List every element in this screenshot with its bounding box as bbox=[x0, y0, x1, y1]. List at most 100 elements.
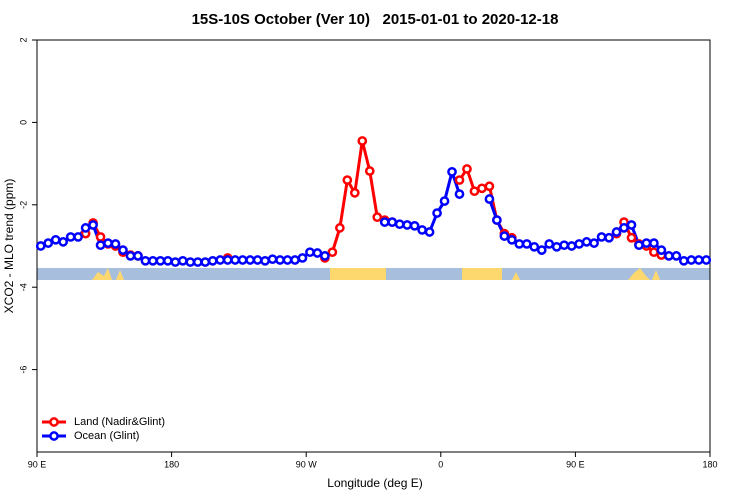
point bbox=[619, 223, 629, 233]
point bbox=[65, 232, 76, 242]
point bbox=[506, 234, 517, 245]
point bbox=[349, 188, 360, 198]
point bbox=[432, 208, 442, 218]
point bbox=[320, 251, 330, 261]
point bbox=[95, 232, 106, 242]
point bbox=[514, 239, 525, 249]
point bbox=[641, 238, 652, 248]
point bbox=[185, 257, 196, 267]
plot-frame bbox=[36, 39, 711, 453]
point bbox=[282, 255, 293, 265]
point bbox=[566, 241, 577, 251]
point bbox=[447, 166, 457, 177]
point bbox=[634, 240, 644, 251]
point bbox=[589, 238, 599, 248]
x-tick-label: 90 E bbox=[28, 459, 47, 469]
point bbox=[664, 251, 674, 261]
point bbox=[417, 225, 427, 235]
point bbox=[237, 255, 248, 265]
point bbox=[394, 219, 405, 230]
point bbox=[559, 240, 570, 251]
point bbox=[439, 196, 450, 206]
point bbox=[335, 223, 345, 233]
x-tick-label: 90 W bbox=[296, 459, 318, 469]
legend-marker bbox=[49, 417, 59, 427]
point bbox=[267, 254, 278, 265]
legend-label: Ocean (Glint) bbox=[74, 430, 139, 442]
point bbox=[58, 237, 69, 247]
point bbox=[110, 239, 121, 249]
point bbox=[402, 220, 412, 230]
point bbox=[649, 238, 659, 248]
point bbox=[215, 255, 226, 265]
point bbox=[693, 255, 704, 265]
legend: Land (Nadir&Glint) Ocean (Glint) bbox=[42, 416, 165, 442]
point bbox=[678, 255, 689, 266]
point bbox=[50, 234, 61, 245]
point bbox=[103, 238, 113, 248]
point bbox=[357, 136, 368, 146]
point bbox=[536, 245, 547, 255]
point bbox=[297, 253, 308, 263]
y-tick-label: -6 bbox=[18, 366, 28, 374]
point bbox=[477, 183, 487, 194]
point bbox=[43, 238, 54, 248]
point bbox=[88, 220, 98, 230]
legend-label: Land (Nadir&Glint) bbox=[74, 416, 165, 428]
point bbox=[551, 241, 562, 252]
point bbox=[701, 255, 712, 265]
point bbox=[649, 247, 659, 258]
point bbox=[245, 255, 255, 265]
point bbox=[275, 255, 285, 265]
point bbox=[454, 175, 465, 185]
point bbox=[686, 255, 697, 265]
y-tick-label: 0 bbox=[18, 120, 28, 125]
point bbox=[163, 255, 173, 266]
point bbox=[626, 232, 637, 243]
point bbox=[327, 247, 338, 258]
legend-marker bbox=[49, 431, 59, 441]
point bbox=[596, 232, 607, 242]
point bbox=[604, 232, 614, 243]
point bbox=[544, 239, 555, 249]
point bbox=[192, 257, 203, 267]
point bbox=[387, 217, 398, 227]
x-axis-label: Longitude (deg E) bbox=[327, 476, 422, 490]
point bbox=[260, 255, 270, 266]
land-mask bbox=[37, 268, 710, 280]
x-tick-label: 0 bbox=[438, 459, 443, 469]
point bbox=[73, 232, 83, 242]
point bbox=[656, 245, 667, 255]
point bbox=[484, 181, 495, 192]
point bbox=[148, 255, 158, 266]
point bbox=[177, 255, 188, 266]
point bbox=[529, 241, 540, 252]
point bbox=[364, 166, 375, 176]
point bbox=[499, 231, 510, 241]
point bbox=[222, 255, 233, 265]
point bbox=[95, 240, 106, 251]
point bbox=[252, 255, 263, 265]
point bbox=[462, 164, 472, 174]
y-tick-label: -2 bbox=[18, 201, 28, 209]
series-line bbox=[84, 140, 662, 260]
x-tick-label: 180 bbox=[164, 459, 179, 469]
point bbox=[170, 257, 181, 267]
point bbox=[342, 175, 353, 185]
point bbox=[305, 247, 315, 258]
x-tick-label: 90 E bbox=[566, 459, 585, 469]
y-tick-label: 2 bbox=[18, 37, 28, 42]
point bbox=[140, 255, 151, 266]
point bbox=[469, 186, 480, 197]
point bbox=[118, 245, 128, 255]
point bbox=[200, 257, 211, 267]
point bbox=[484, 194, 495, 204]
point bbox=[133, 251, 143, 261]
point bbox=[230, 255, 241, 265]
x-tick-label: 180 bbox=[702, 459, 717, 469]
point bbox=[492, 215, 502, 225]
point bbox=[611, 227, 622, 237]
point bbox=[155, 255, 166, 266]
point bbox=[409, 220, 420, 231]
point bbox=[80, 223, 91, 233]
